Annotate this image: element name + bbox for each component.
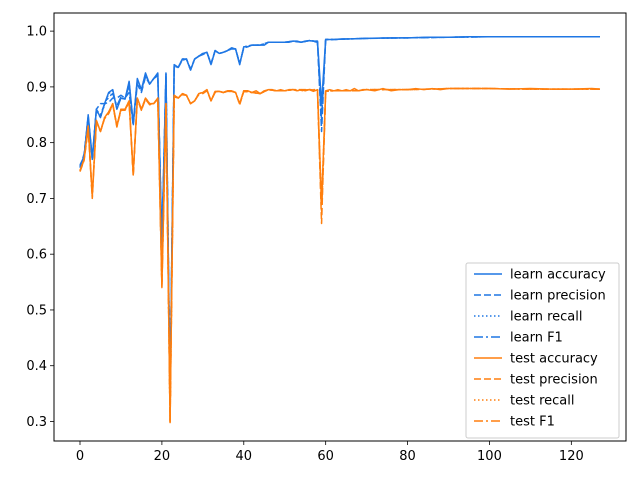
y-tick-label: 0.9 xyxy=(26,80,47,95)
x-tick-label: 20 xyxy=(154,449,171,464)
y-tick-label: 0.8 xyxy=(26,136,47,151)
x-tick-label: 100 xyxy=(477,449,502,464)
legend-label: test accuracy xyxy=(510,352,598,367)
legend-label: test recall xyxy=(510,394,575,409)
x-tick-label: 120 xyxy=(559,449,584,464)
legend-label: learn recall xyxy=(510,310,582,325)
legend-label: learn precision xyxy=(510,289,606,304)
x-tick-label: 0 xyxy=(76,449,84,464)
series-line-test-F1 xyxy=(79,87,600,423)
legend-label: test F1 xyxy=(510,415,555,430)
series-layer xyxy=(79,35,601,424)
y-tick-label: 0.4 xyxy=(26,359,47,374)
series-line-learn-precision xyxy=(79,35,600,398)
legend-box xyxy=(465,262,620,439)
y-tick-label: 1.0 xyxy=(26,25,47,40)
legend-label: test precision xyxy=(510,373,598,388)
legend-label: learn F1 xyxy=(510,331,563,346)
x-tick-label: 80 xyxy=(399,449,416,464)
x-tick-label: 40 xyxy=(236,449,253,464)
plot-area-frame xyxy=(53,12,627,442)
y-tick-label: 0.6 xyxy=(26,248,47,263)
legend-label: learn accuracy xyxy=(510,268,606,283)
y-tick-label: 0.5 xyxy=(26,303,47,318)
legend: learn accuracy learn precision learn recal… xyxy=(465,262,620,439)
y-tick-label: 0.3 xyxy=(26,415,47,430)
y-tick-label: 0.7 xyxy=(26,192,47,207)
x-tick-label: 60 xyxy=(317,449,334,464)
y-axis: 0.3 0.4 0.5 0.6 0.7 0.8 0.9 1.0 xyxy=(26,25,54,430)
x-axis: 0 20 40 60 80 100 120 xyxy=(76,441,584,464)
